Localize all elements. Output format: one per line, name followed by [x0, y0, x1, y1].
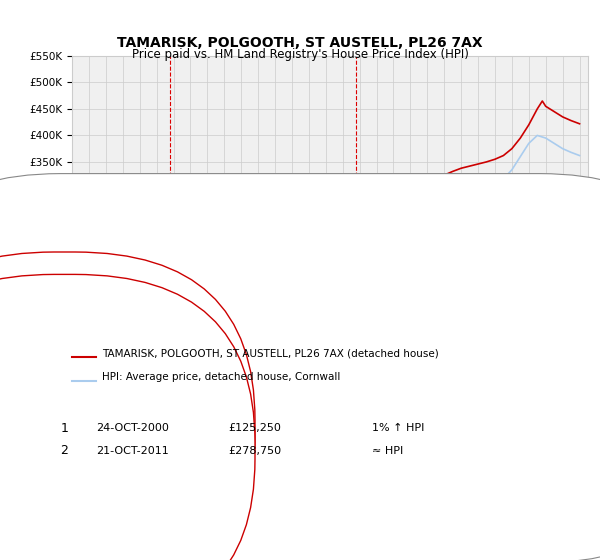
Text: 1: 1: [60, 422, 68, 435]
Text: £125,250: £125,250: [228, 423, 281, 433]
Text: 21-OCT-2011: 21-OCT-2011: [96, 446, 169, 456]
Text: 2: 2: [361, 177, 368, 187]
Text: 1: 1: [162, 258, 169, 268]
Text: 24-OCT-2000: 24-OCT-2000: [96, 423, 169, 433]
Text: Contains HM Land Registry data © Crown copyright and database right 2025.
This d: Contains HM Land Registry data © Crown c…: [60, 529, 412, 549]
Text: 2: 2: [60, 444, 68, 458]
Text: HPI: Average price, detached house, Cornwall: HPI: Average price, detached house, Corn…: [102, 372, 340, 382]
Text: TAMARISK, POLGOOTH, ST AUSTELL, PL26 7AX: TAMARISK, POLGOOTH, ST AUSTELL, PL26 7AX: [117, 36, 483, 50]
Text: £278,750: £278,750: [228, 446, 281, 456]
Text: ≈ HPI: ≈ HPI: [372, 446, 403, 456]
Text: 1% ↑ HPI: 1% ↑ HPI: [372, 423, 424, 433]
Text: TAMARISK, POLGOOTH, ST AUSTELL, PL26 7AX (detached house): TAMARISK, POLGOOTH, ST AUSTELL, PL26 7AX…: [102, 348, 439, 358]
Text: Price paid vs. HM Land Registry's House Price Index (HPI): Price paid vs. HM Land Registry's House …: [131, 48, 469, 60]
